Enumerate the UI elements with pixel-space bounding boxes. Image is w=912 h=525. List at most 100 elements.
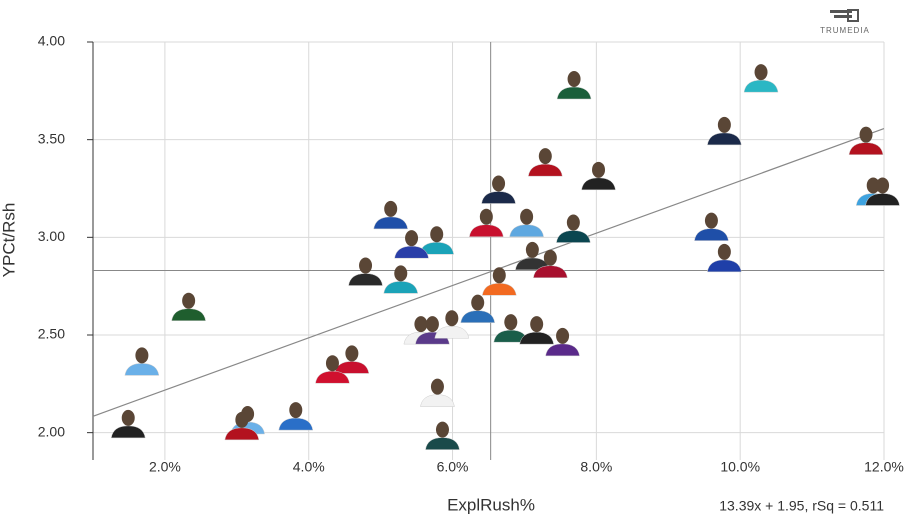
head [530,316,544,333]
player-point [519,316,554,345]
x-tick-label: 12.0% [864,459,904,475]
head [592,161,606,178]
y-tick-label: 3.50 [38,130,65,146]
jersey [110,425,146,439]
y-tick-label: 2.00 [38,423,65,439]
x-tick-label: 6.0% [437,459,469,475]
head [556,327,570,344]
head [754,64,768,81]
head [182,292,196,309]
jersey [556,230,591,243]
y-tick-label: 3.00 [38,228,65,244]
head [121,409,135,426]
head [717,243,731,260]
head [405,230,419,247]
jersey [743,79,779,93]
player-point [373,200,408,230]
player-point [460,294,496,323]
y-axis-title: YPCt/Rsh [0,203,18,278]
jersey [545,343,580,357]
player-point [315,355,350,384]
player-point [481,175,516,204]
head [359,257,373,274]
jersey [373,216,408,230]
head [325,355,339,372]
jersey [509,224,544,237]
player-point [707,116,742,146]
head [704,212,718,229]
y-tick-label: 4.00 [38,33,65,49]
jersey [334,361,370,374]
player-point [224,411,260,441]
jersey [528,163,563,177]
player-point [420,378,455,407]
trend-label: 13.39x + 1.95, rSq = 0.511 [719,498,884,514]
jersey [848,142,884,155]
jersey [556,86,592,100]
head [435,421,449,438]
player-point [469,208,504,237]
jersey [434,326,470,339]
head [394,265,408,282]
head [345,345,359,362]
jersey [694,228,729,241]
head [384,200,398,217]
jersey [533,265,568,278]
jersey [469,224,504,237]
player-point [434,310,470,339]
jersey [394,245,429,259]
player-point [383,265,419,294]
jersey [481,283,517,296]
logo-bar [834,15,852,18]
player-point [707,243,742,273]
player-point [556,70,592,100]
head [566,214,580,231]
player-point [743,64,779,93]
player-point [515,241,550,271]
head [717,116,731,133]
logo-box [847,9,859,22]
head [414,316,428,333]
head [520,208,534,225]
head [135,347,149,364]
head [492,175,506,192]
brand-logo [830,9,859,22]
head [430,226,444,243]
jersey [519,331,554,345]
jersey [420,394,455,407]
head [479,208,493,225]
head [876,177,890,194]
player-point [124,347,160,376]
player-point [509,208,544,237]
jersey [348,273,383,286]
jersey [707,259,742,273]
head [859,126,873,143]
player-point [528,148,563,177]
player-point [394,230,429,259]
player-point [545,327,580,357]
jersey [865,193,900,206]
player-point [425,421,460,450]
head [289,402,303,419]
player-point [848,126,884,155]
head [504,314,518,331]
head [430,378,444,395]
x-tick-label: 2.0% [149,459,181,475]
x-tick-label: 8.0% [580,459,612,475]
jersey [171,308,206,321]
player-point [581,161,616,191]
player-point [865,177,900,206]
jersey [425,437,460,450]
jersey [581,177,616,191]
x-tick-label: 10.0% [720,459,760,475]
x-axis-title: ExplRush% [447,495,535,514]
x-tick-label: 4.0% [293,459,325,475]
head [425,316,439,333]
player-point [348,257,383,286]
head [492,267,506,284]
player-point [481,267,517,296]
player-point [171,292,206,321]
head [538,148,552,165]
